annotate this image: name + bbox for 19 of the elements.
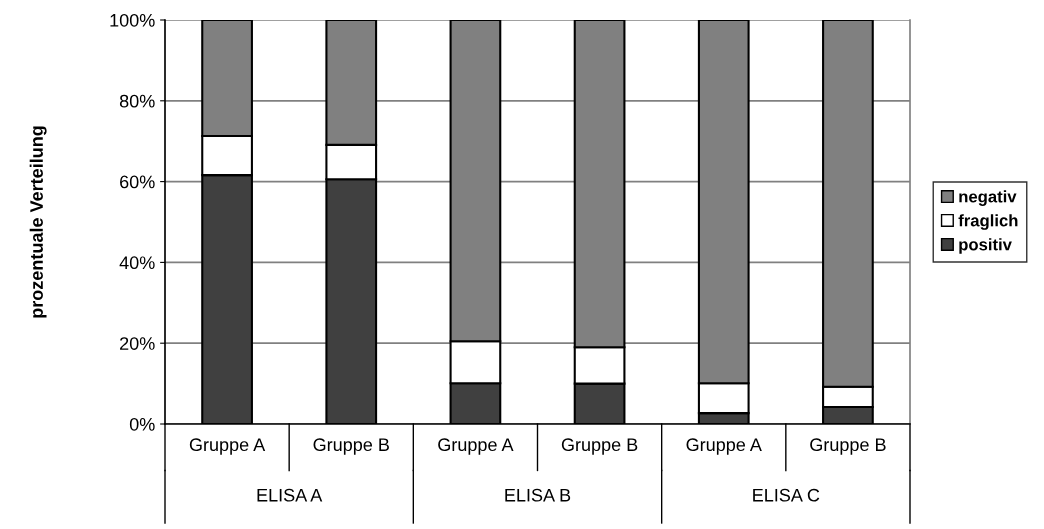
x-tick-label: Gruppe A — [189, 438, 266, 455]
y-tick-label: 20% — [120, 337, 155, 350]
text: ELISA C — [753, 488, 820, 502]
x-tick-label: Gruppe B — [810, 438, 886, 455]
text: ELISA A — [257, 488, 323, 502]
x-tick-label: Gruppe A — [686, 438, 762, 455]
x-tick-label: Gruppe B — [561, 438, 638, 455]
y-tick-label: 80% — [119, 94, 155, 108]
x-tick-label: Gruppe A — [438, 438, 514, 455]
legend-label: negativ — [959, 190, 1017, 206]
text: ELISA B — [505, 488, 571, 502]
legend-label: fraglich — [958, 214, 1018, 230]
legend-label: positiv — [959, 238, 1012, 254]
y-axis-title: prozentuale Verteilung — [29, 126, 47, 318]
x-tick-label: Gruppe B — [313, 438, 389, 455]
y-tick-label: 60% — [120, 175, 155, 189]
y-tick-label: 0% — [129, 417, 155, 431]
y-tick-label: 100% — [110, 13, 155, 27]
y-tick-label: 40% — [119, 256, 155, 270]
